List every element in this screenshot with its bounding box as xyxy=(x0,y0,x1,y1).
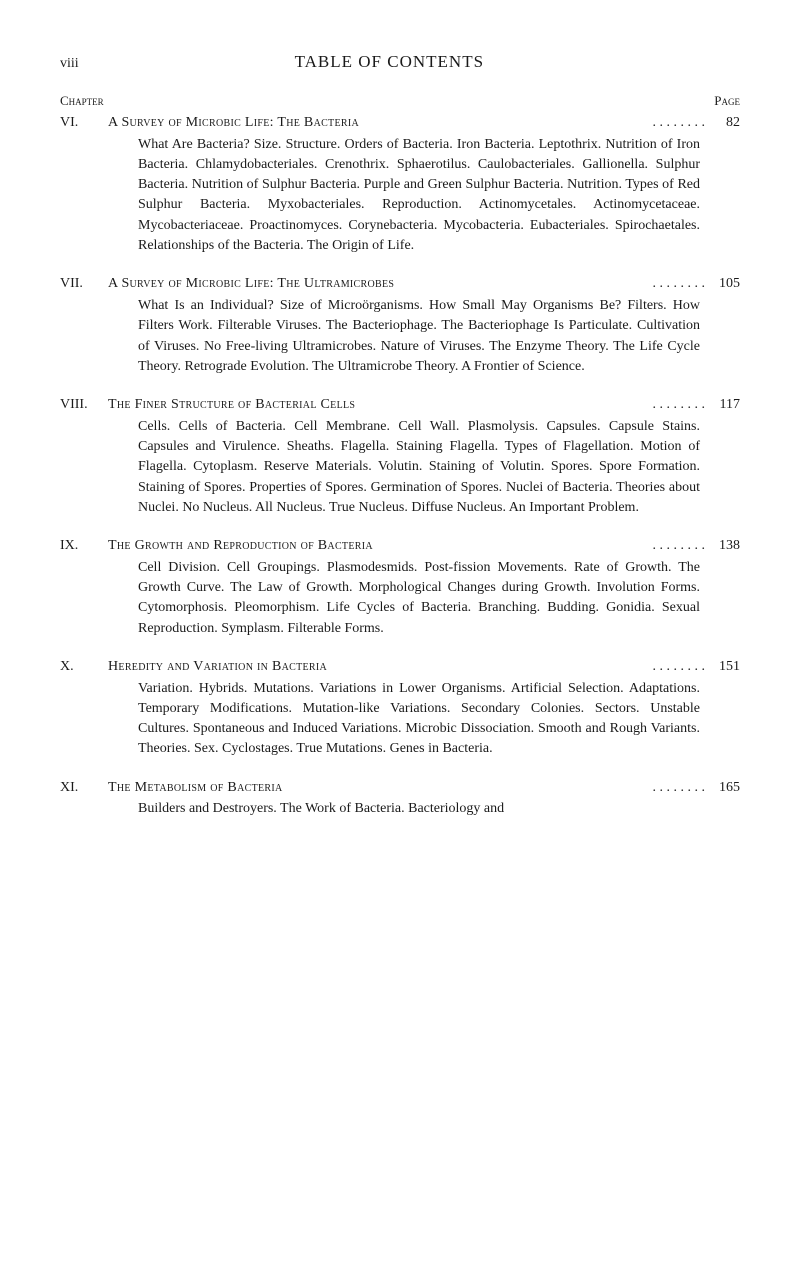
chapter-number: VI. xyxy=(60,113,108,133)
chapter-title-row: XI.The Metabolism of Bacteria . . . . . … xyxy=(60,778,740,798)
chapter-title-row: IX.The Growth and Reproduction of Bacter… xyxy=(60,536,740,556)
chapter-entry: VIII.The Finer Structure of Bacterial Ce… xyxy=(60,395,740,518)
leader-dots: . . . . . . . . xyxy=(653,113,706,133)
page-column-head: Page xyxy=(714,92,740,110)
chapter-entry: X.Heredity and Variation in Bacteria . .… xyxy=(60,657,740,760)
chapter-title-row: X.Heredity and Variation in Bacteria . .… xyxy=(60,657,740,677)
chapter-description: What Is an Individual? Size of Microörga… xyxy=(138,296,700,377)
leader-dots: . . . . . . . . xyxy=(653,536,706,556)
chapter-description: Builders and Destroyers. The Work of Bac… xyxy=(138,799,700,819)
chapter-title-row: VII.A Survey of Microbic Life: The Ultra… xyxy=(60,274,740,294)
chapter-title: The Growth and Reproduction of Bacteria xyxy=(108,536,653,556)
chapter-entry: XI.The Metabolism of Bacteria . . . . . … xyxy=(60,778,740,820)
chapter-number: IX. xyxy=(60,536,108,556)
chapter-number: X. xyxy=(60,657,108,677)
chapter-title: The Finer Structure of Bacterial Cells xyxy=(108,395,653,415)
column-headers: Chapter Page xyxy=(60,92,740,110)
chapter-title: A Survey of Microbic Life: The Ultramicr… xyxy=(108,274,653,294)
chapter-title: A Survey of Microbic Life: The Bacteria xyxy=(108,113,653,133)
chapter-entry: VII.A Survey of Microbic Life: The Ultra… xyxy=(60,274,740,377)
chapter-description: What Are Bacteria? Size. Structure. Orde… xyxy=(138,135,700,257)
leader-dots: . . . . . . . . xyxy=(653,274,706,294)
chapter-title: The Metabolism of Bacteria xyxy=(108,778,653,798)
chapter-page-number: 165 xyxy=(705,778,740,798)
leader-dots: . . . . . . . . xyxy=(653,778,706,798)
chapter-entry: VI.A Survey of Microbic Life: The Bacter… xyxy=(60,113,740,256)
chapter-description: Variation. Hybrids. Mutations. Variation… xyxy=(138,679,700,760)
chapter-number: VII. xyxy=(60,274,108,294)
leader-dots: . . . . . . . . xyxy=(653,657,706,677)
chapter-description: Cells. Cells of Bacteria. Cell Membrane.… xyxy=(138,417,700,518)
chapter-title-row: VIII.The Finer Structure of Bacterial Ce… xyxy=(60,395,740,415)
page-title: TABLE OF CONTENTS xyxy=(79,50,740,74)
chapter-column-head: Chapter xyxy=(60,92,104,110)
page-numeral: viii xyxy=(60,54,79,74)
chapter-page-number: 138 xyxy=(705,536,740,556)
chapter-page-number: 117 xyxy=(705,395,740,415)
leader-dots: . . . . . . . . xyxy=(653,395,706,415)
chapter-page-number: 151 xyxy=(705,657,740,677)
chapter-title-row: VI.A Survey of Microbic Life: The Bacter… xyxy=(60,113,740,133)
chapter-description: Cell Division. Cell Groupings. Plasmodes… xyxy=(138,558,700,639)
chapter-number: VIII. xyxy=(60,395,108,415)
chapter-number: XI. xyxy=(60,778,108,798)
table-of-contents: VI.A Survey of Microbic Life: The Bacter… xyxy=(60,113,740,820)
chapter-title: Heredity and Variation in Bacteria xyxy=(108,657,653,677)
chapter-page-number: 82 xyxy=(705,113,740,133)
chapter-entry: IX.The Growth and Reproduction of Bacter… xyxy=(60,536,740,639)
chapter-page-number: 105 xyxy=(705,274,740,294)
page-header: viii TABLE OF CONTENTS xyxy=(60,50,740,74)
